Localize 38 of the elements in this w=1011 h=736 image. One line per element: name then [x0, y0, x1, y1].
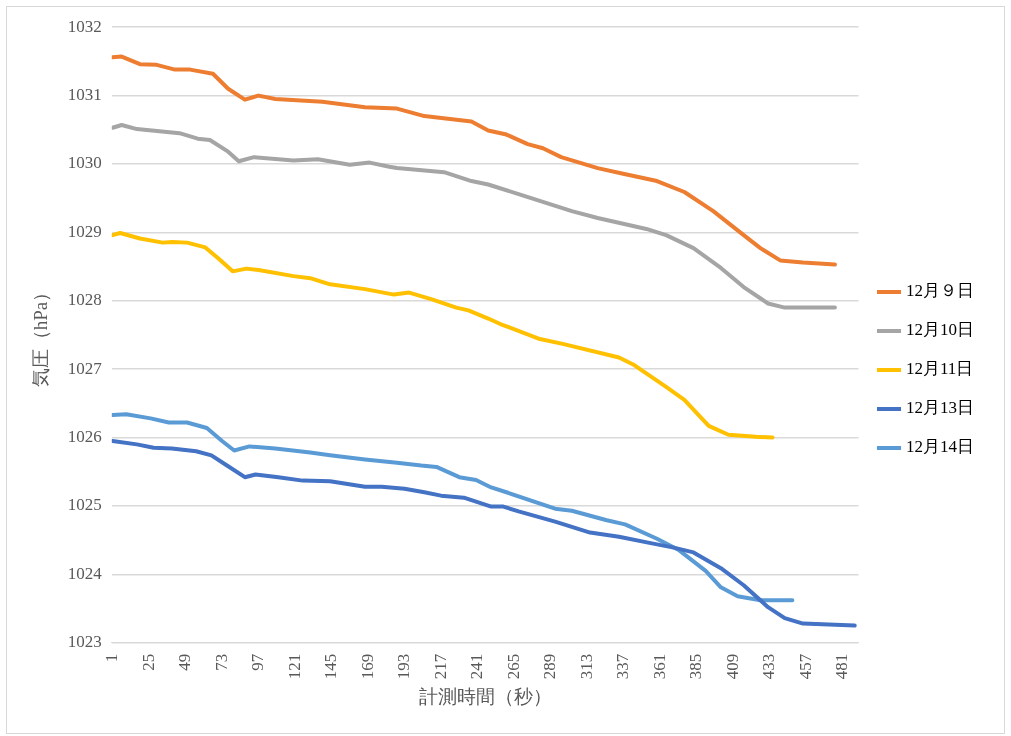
- x-tick-label: 169: [357, 653, 377, 680]
- x-tick-label: 241: [467, 653, 487, 680]
- x-tick-label: 73: [211, 653, 231, 671]
- y-tick-label: 1029: [67, 221, 102, 241]
- y-tick-label: 1028: [67, 290, 102, 310]
- x-axis-title: 計測時間（秒）: [418, 685, 552, 707]
- legend-label: 12月９日: [906, 281, 974, 301]
- x-tick-label: 337: [613, 653, 633, 680]
- x-tick-label: 97: [248, 653, 268, 671]
- y-tick-label: 1030: [67, 153, 102, 173]
- y-axis-title: 気圧（hPa）: [30, 282, 52, 388]
- x-tick-label: 457: [795, 653, 815, 680]
- legend-label: 12月13日: [906, 398, 974, 418]
- x-tick-label: 121: [284, 653, 304, 680]
- x-tick-label: 409: [722, 653, 742, 680]
- x-tick-label: 289: [540, 653, 560, 680]
- y-tick-label: 1024: [67, 563, 103, 583]
- y-tick-label: 1025: [67, 495, 102, 515]
- y-tick-label: 1026: [67, 427, 102, 446]
- x-tick-label: 361: [649, 653, 669, 680]
- x-tick-label: 265: [503, 653, 523, 680]
- x-tick-label: 1: [102, 653, 122, 663]
- x-tick-label: 385: [686, 653, 706, 680]
- x-tick-label: 433: [759, 653, 778, 680]
- x-tick-label: 217: [430, 653, 450, 680]
- y-tick-label: 1031: [67, 85, 102, 105]
- y-tick-label: 1023: [67, 632, 102, 652]
- legend-label: 12月10日: [906, 320, 974, 340]
- y-tick-label: 1027: [67, 358, 103, 378]
- legend-label: 12月14日: [906, 437, 974, 457]
- x-tick-label: 25: [138, 653, 158, 671]
- x-tick-label: 313: [576, 653, 596, 680]
- x-tick-label: 49: [175, 653, 195, 671]
- y-tick-label: 1032: [67, 16, 102, 36]
- x-tick-label: 145: [321, 653, 341, 680]
- x-tick-label: 193: [394, 653, 414, 680]
- legend-label: 12月11日: [906, 359, 974, 379]
- x-tick-label: 481: [832, 653, 851, 680]
